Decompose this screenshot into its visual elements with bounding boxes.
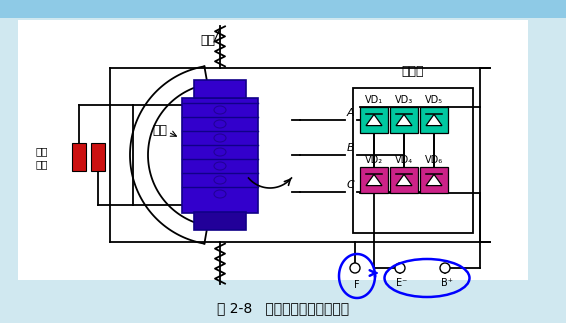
- Text: B⁺: B⁺: [441, 278, 453, 288]
- Text: 图 2-8   交流发电机工作原理图: 图 2-8 交流发电机工作原理图: [217, 301, 349, 315]
- Text: A: A: [347, 108, 355, 118]
- Text: VD₂: VD₂: [365, 155, 383, 165]
- Circle shape: [440, 263, 450, 273]
- Polygon shape: [426, 114, 442, 126]
- Text: 电刷: 电刷: [36, 159, 48, 169]
- Text: VD₁: VD₁: [365, 95, 383, 105]
- Bar: [194, 212, 246, 230]
- Bar: [18, 20, 528, 280]
- Text: C: C: [347, 180, 355, 190]
- Bar: [420, 107, 448, 133]
- Polygon shape: [396, 114, 412, 126]
- Bar: [194, 80, 246, 98]
- Text: 定子: 定子: [200, 34, 215, 47]
- Circle shape: [395, 263, 405, 273]
- Polygon shape: [396, 174, 412, 186]
- Bar: [91, 143, 105, 171]
- Text: E⁻: E⁻: [396, 278, 408, 288]
- Polygon shape: [426, 174, 442, 186]
- Text: 滑环: 滑环: [36, 146, 48, 156]
- Polygon shape: [366, 174, 382, 186]
- Text: VD₄: VD₄: [395, 155, 413, 165]
- Text: 整流器: 整流器: [402, 65, 424, 78]
- Text: B: B: [347, 143, 355, 153]
- Text: F: F: [354, 280, 360, 290]
- Bar: [360, 167, 388, 193]
- Bar: [72, 143, 86, 171]
- Text: VD₅: VD₅: [425, 95, 443, 105]
- Bar: [353, 88, 473, 233]
- Polygon shape: [366, 114, 382, 126]
- Text: VD₃: VD₃: [395, 95, 413, 105]
- Bar: [182, 98, 258, 213]
- Bar: [390, 107, 418, 133]
- Bar: [0, 0, 566, 18]
- Bar: [420, 167, 448, 193]
- Bar: [360, 107, 388, 133]
- Circle shape: [350, 263, 360, 273]
- Bar: [390, 167, 418, 193]
- Text: VD₆: VD₆: [425, 155, 443, 165]
- Text: 转子: 转子: [152, 123, 167, 137]
